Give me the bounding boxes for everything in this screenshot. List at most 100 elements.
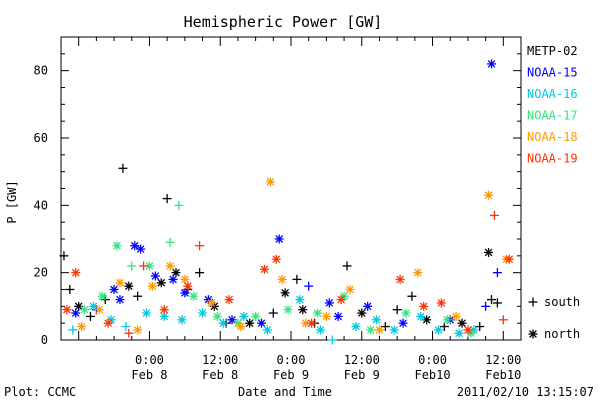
data-point-noaa-19 (489, 210, 499, 220)
data-point-metp-02 (487, 295, 497, 305)
data-point-noaa-17 (283, 305, 293, 315)
data-point-noaa-17 (174, 200, 184, 210)
data-point-noaa-18 (345, 285, 355, 294)
data-point-noaa-18 (321, 311, 331, 321)
data-point-metp-02 (292, 274, 302, 284)
legend-entry-noaa-15: NOAA-15 (527, 66, 578, 80)
data-point-metp-02 (245, 318, 255, 328)
data-point-noaa-19 (498, 315, 508, 325)
data-point-noaa-17 (112, 241, 122, 251)
data-point-noaa-17 (97, 291, 107, 301)
data-point-metp-02 (342, 261, 352, 271)
marker-legend-symbol-north (528, 329, 538, 339)
data-point-noaa-19 (336, 295, 346, 305)
data-point-noaa-18 (165, 261, 175, 271)
data-point-noaa-15 (304, 281, 314, 291)
marker-legend-label-south: south (544, 295, 580, 309)
data-point-noaa-15 (398, 318, 408, 328)
chart-title: Hemispheric Power [GW] (184, 13, 383, 31)
data-point-noaa-19 (139, 261, 149, 271)
data-point-metp-02 (268, 308, 278, 318)
data-point-metp-02 (280, 288, 290, 298)
data-point-noaa-18 (413, 268, 423, 278)
x-tick-label-date: Feb 9 (344, 368, 380, 382)
data-point-noaa-19 (307, 318, 317, 328)
data-point-noaa-16 (327, 335, 337, 345)
data-point-noaa-16 (121, 322, 131, 332)
y-tick-label: 80 (34, 64, 48, 78)
data-point-metp-02 (133, 291, 143, 301)
x-tick-label-time: 0:00 (277, 353, 306, 367)
data-point-noaa-15 (71, 308, 81, 318)
data-point-metp-02 (118, 163, 128, 173)
data-point-noaa-19 (62, 305, 72, 315)
data-point-noaa-17 (80, 305, 90, 315)
data-point-noaa-17 (212, 311, 222, 321)
data-point-noaa-16 (68, 325, 78, 335)
data-point-noaa-16 (142, 308, 152, 318)
data-point-metp-02 (65, 285, 75, 294)
data-point-noaa-17 (401, 308, 411, 318)
data-point-noaa-19 (71, 268, 81, 278)
data-point-noaa-17 (189, 291, 199, 301)
data-point-noaa-15 (109, 285, 119, 294)
data-point-noaa-16 (416, 311, 426, 321)
data-point-noaa-17 (251, 311, 261, 321)
data-point-metp-02 (484, 247, 494, 257)
data-point-noaa-16 (239, 311, 249, 321)
data-point-noaa-15 (481, 301, 491, 311)
data-point-metp-02 (357, 308, 367, 318)
data-point-noaa-16 (433, 325, 443, 335)
data-point-noaa-18 (206, 298, 216, 308)
data-point-noaa-18 (133, 325, 143, 335)
data-point-noaa-17 (127, 261, 137, 271)
data-point-noaa-19 (504, 254, 514, 264)
data-point-noaa-16 (372, 315, 382, 325)
x-tick-label-time: 0:00 (135, 353, 164, 367)
data-point-noaa-15 (274, 234, 284, 244)
data-point-metp-02 (124, 281, 134, 291)
data-point-noaa-18 (94, 305, 104, 315)
data-point-metp-02 (156, 278, 166, 288)
x-axis-label: Date and Time (238, 385, 332, 399)
data-point-metp-02 (59, 251, 69, 261)
data-point-metp-02 (392, 305, 402, 315)
data-point-noaa-18 (115, 278, 125, 288)
x-tick-label-date: Feb10 (414, 368, 450, 382)
data-point-noaa-15 (115, 295, 125, 305)
x-tick-label-time: 12:00 (202, 353, 238, 367)
data-point-noaa-15 (136, 244, 146, 254)
data-point-noaa-17 (366, 325, 376, 335)
data-point-noaa-16 (351, 322, 361, 332)
data-point-metp-02 (298, 305, 308, 315)
data-point-noaa-16 (198, 308, 208, 318)
data-point-noaa-16 (389, 325, 399, 335)
data-point-noaa-19 (224, 295, 234, 305)
data-point-noaa-18 (451, 311, 461, 321)
series-legend: METP-02 NOAA-15 NOAA-16 NOAA-17 NOAA-18 NOAA-… (527, 44, 578, 166)
y-tick-label: 40 (34, 198, 48, 212)
x-tick-label-time: 12:00 (485, 353, 521, 367)
data-point-noaa-19 (271, 254, 281, 264)
legend-entry-metp-02: METP-02 (527, 44, 578, 58)
data-point-noaa-19 (419, 301, 429, 311)
y-tick-label: 0 (41, 333, 48, 347)
plot-credit: Plot: CCMC (4, 385, 76, 399)
y-axis-label: P [GW] (5, 180, 19, 223)
data-point-noaa-17 (165, 237, 175, 247)
data-point-noaa-16 (295, 295, 305, 305)
data-point-noaa-15 (487, 59, 497, 69)
x-tick-label-time: 0:00 (418, 353, 447, 367)
data-point-noaa-17 (313, 308, 323, 318)
data-point-noaa-18 (484, 190, 494, 200)
data-point-noaa-19 (195, 241, 205, 251)
data-point-metp-02 (195, 268, 205, 278)
plot-timestamp: 2011/02/10 13:15:07 (457, 385, 594, 399)
data-point-noaa-15 (168, 274, 178, 284)
data-point-noaa-19 (103, 318, 113, 328)
data-point-noaa-15 (324, 298, 334, 308)
data-point-noaa-18 (277, 274, 287, 284)
data-point-noaa-17 (442, 315, 452, 325)
